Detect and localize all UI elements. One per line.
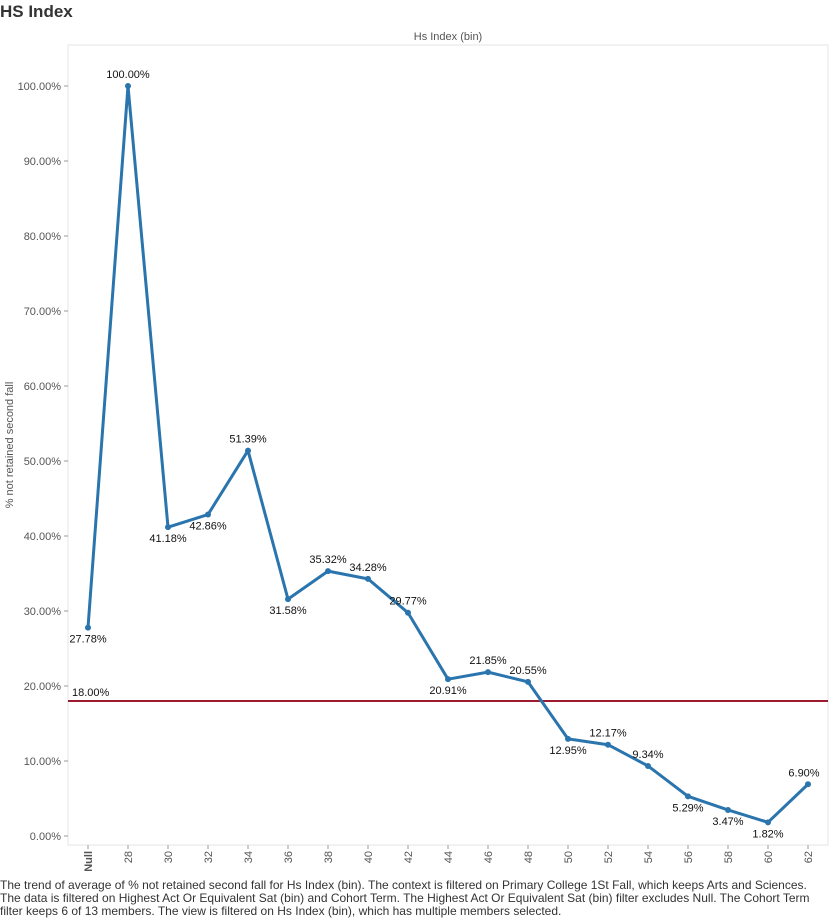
chart-caption: The trend of average of % not retained s…	[0, 878, 810, 918]
x-tick-label: 30	[163, 851, 175, 863]
data-point	[805, 781, 811, 788]
y-tick-label: 100.00%	[18, 81, 62, 93]
x-tick-label: 40	[363, 851, 375, 863]
data-point	[205, 511, 211, 518]
x-tick-label: 38	[323, 851, 335, 863]
data-label: 21.85%	[469, 655, 507, 667]
y-tick-label: 90.00%	[24, 156, 62, 168]
x-tick-label: 42	[403, 851, 415, 863]
x-tick-label: 52	[603, 851, 615, 863]
y-tick-label: 50.00%	[24, 456, 62, 468]
x-tick-label: 54	[643, 851, 655, 863]
data-label: 1.82%	[752, 828, 783, 840]
data-point	[765, 819, 771, 826]
y-tick-label: 70.00%	[24, 306, 62, 318]
y-tick-label: 80.00%	[24, 231, 62, 243]
data-label: 31.58%	[269, 605, 307, 617]
data-point	[605, 741, 611, 748]
x-tick-label: 56	[683, 851, 695, 863]
x-tick-label: 32	[203, 851, 215, 863]
data-point	[525, 678, 531, 685]
x-tick-label: 46	[483, 851, 495, 863]
data-label: 3.47%	[712, 816, 743, 828]
x-tick-label: 36	[283, 851, 295, 863]
y-tick-label: 20.00%	[24, 681, 62, 693]
data-label: 20.91%	[429, 685, 467, 697]
y-tick-label: 10.00%	[24, 756, 62, 768]
x-tick-label: 44	[443, 851, 455, 863]
data-point	[85, 624, 91, 631]
data-point	[685, 793, 691, 800]
data-point	[365, 575, 371, 582]
data-label: 20.55%	[509, 665, 547, 677]
data-label: 29.77%	[389, 596, 427, 608]
x-tick-label: 60	[763, 851, 775, 863]
x-tick-label: Null	[83, 851, 95, 872]
data-label: 6.90%	[788, 767, 819, 779]
x-tick-label: 62	[803, 851, 815, 863]
chart-title: HS Index	[0, 2, 73, 21]
data-point	[485, 669, 491, 676]
data-label: 27.78%	[69, 634, 107, 646]
series-line	[86, 84, 810, 824]
data-label: 9.34%	[632, 749, 663, 761]
data-point	[125, 83, 131, 89]
plot-frame	[67, 44, 829, 846]
x-tick-label: 48	[523, 851, 535, 863]
data-point	[245, 447, 251, 454]
data-label: 42.86%	[189, 521, 227, 533]
y-tick-label: 40.00%	[24, 531, 62, 543]
x-tick-label: 58	[723, 851, 735, 863]
x-tick-label: 28	[123, 851, 135, 863]
data-label: 51.39%	[229, 434, 267, 446]
data-point	[285, 596, 291, 603]
x-tick-label: 50	[563, 851, 575, 863]
data-point	[445, 676, 451, 683]
data-label: 41.18%	[149, 533, 187, 545]
data-label: 100.00%	[106, 69, 150, 81]
data-point	[165, 524, 171, 531]
x-tick-label: 34	[243, 851, 255, 863]
line-chart: Hs Index (bin) % not retained second fall…	[4, 31, 829, 872]
data-label: 35.32%	[309, 554, 347, 566]
data-label: 12.17%	[589, 728, 627, 740]
y-axis-label: % not retained second fall	[4, 382, 16, 509]
y-tick-label: 60.00%	[24, 381, 62, 393]
data-point	[565, 735, 571, 742]
data-label: 5.29%	[672, 802, 703, 814]
data-point	[325, 568, 331, 575]
reference-line-label: 18.00%	[72, 687, 110, 699]
data-label: 34.28%	[349, 562, 387, 574]
y-tick-label: 30.00%	[24, 606, 62, 618]
x-axis-header: Hs Index (bin)	[414, 31, 482, 43]
data-point	[645, 762, 651, 769]
y-tick-label: 0.00%	[30, 831, 61, 843]
data-point	[725, 806, 731, 813]
data-point	[405, 609, 411, 616]
data-label: 12.95%	[549, 745, 587, 757]
